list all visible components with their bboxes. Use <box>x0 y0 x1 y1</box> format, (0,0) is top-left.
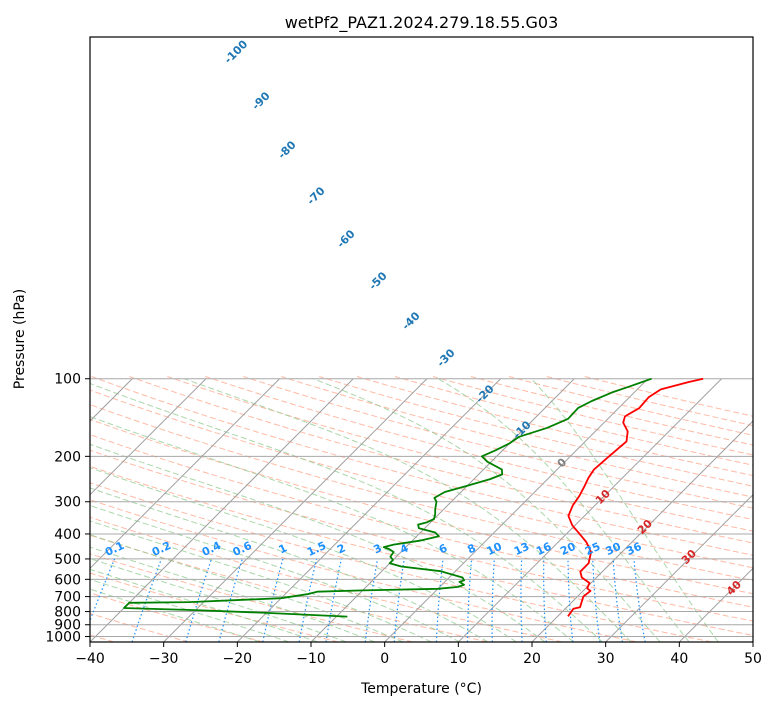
x-tick-label: 20 <box>523 651 541 667</box>
x-tick-label: 30 <box>597 651 615 667</box>
y-tick-label: 200 <box>54 449 81 465</box>
x-tick-label: 10 <box>449 651 467 667</box>
y-tick-label: 1000 <box>45 630 81 646</box>
chart-title: wetPf2_PAZ1.2024.279.18.55.G03 <box>285 13 559 33</box>
x-tick-label: −30 <box>149 651 179 667</box>
x-tick-label: −20 <box>223 651 253 667</box>
y-tick-label: 600 <box>54 572 81 588</box>
y-tick-label: 100 <box>54 372 81 388</box>
x-tick-label: 40 <box>670 651 688 667</box>
x-tick-label: 50 <box>744 651 762 667</box>
x-tick-label: 0 <box>380 651 389 667</box>
y-tick-label: 300 <box>54 495 81 511</box>
y-axis-label: Pressure (hPa) <box>12 289 28 389</box>
x-tick-label: −40 <box>75 651 105 667</box>
y-tick-label: 500 <box>54 552 81 568</box>
y-tick-label: 700 <box>54 590 81 606</box>
y-tick-label: 400 <box>54 527 81 543</box>
x-tick-label: −10 <box>296 651 326 667</box>
x-axis-label: Temperature (°C) <box>360 681 482 697</box>
